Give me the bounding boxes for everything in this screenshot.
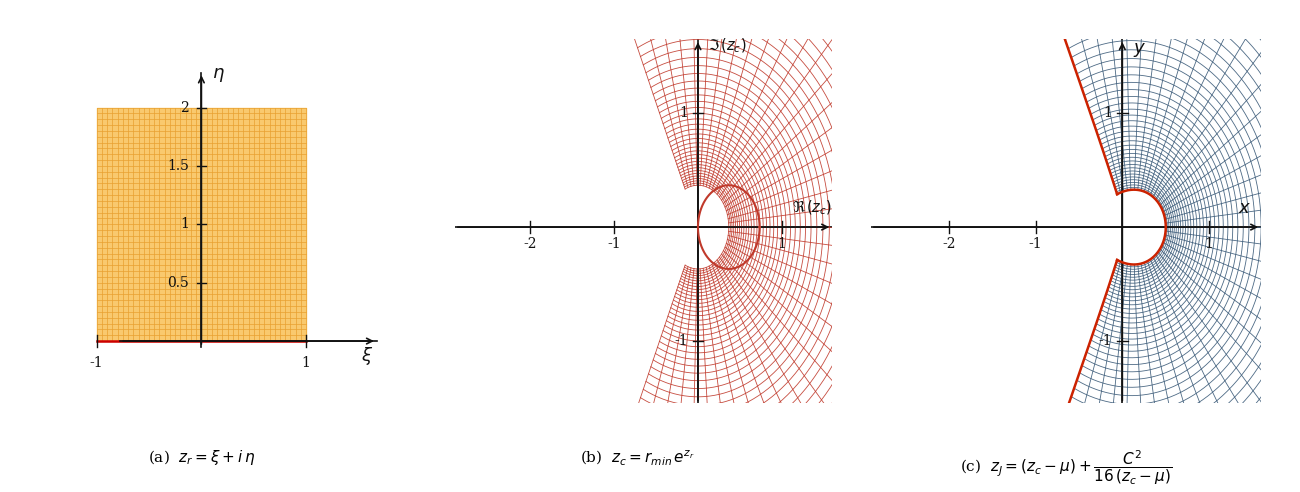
Text: 1: 1 <box>1205 237 1213 250</box>
Text: 2: 2 <box>181 100 188 115</box>
Text: -1: -1 <box>90 356 104 370</box>
Text: 1: 1 <box>302 356 311 370</box>
Text: 1: 1 <box>679 106 688 121</box>
Text: 1.5: 1.5 <box>166 159 188 173</box>
Text: (b)  $z_c = r_{min}\,e^{z_r}$: (b) $z_c = r_{min}\,e^{z_r}$ <box>580 448 694 467</box>
Text: -2: -2 <box>524 237 537 250</box>
Text: -1: -1 <box>607 237 621 250</box>
Text: (c)  $z_J = (z_c - \mu) + \dfrac{C^2}{16\,(z_c - \mu)}$: (c) $z_J = (z_c - \mu) + \dfrac{C^2}{16\… <box>959 449 1173 487</box>
Text: 1: 1 <box>179 217 188 231</box>
Text: $\Im\,(z_c)$: $\Im\,(z_c)$ <box>708 37 746 55</box>
Text: -1: -1 <box>1028 237 1043 250</box>
Text: 1: 1 <box>777 237 786 250</box>
Text: $y$: $y$ <box>1132 40 1147 59</box>
Text: 1: 1 <box>1104 106 1112 121</box>
Text: 0.5: 0.5 <box>168 276 188 290</box>
Text: -1: -1 <box>1098 334 1112 348</box>
Text: $\eta$: $\eta$ <box>212 66 225 85</box>
Text: $\Re\,(z_c)$: $\Re\,(z_c)$ <box>792 199 832 217</box>
Text: (a)  $z_r = \xi + i\,\eta$: (a) $z_r = \xi + i\,\eta$ <box>148 449 255 467</box>
Text: $x$: $x$ <box>1238 199 1251 217</box>
Text: $\xi$: $\xi$ <box>361 345 373 367</box>
Text: -1: -1 <box>675 334 688 348</box>
Text: -2: -2 <box>942 237 956 250</box>
